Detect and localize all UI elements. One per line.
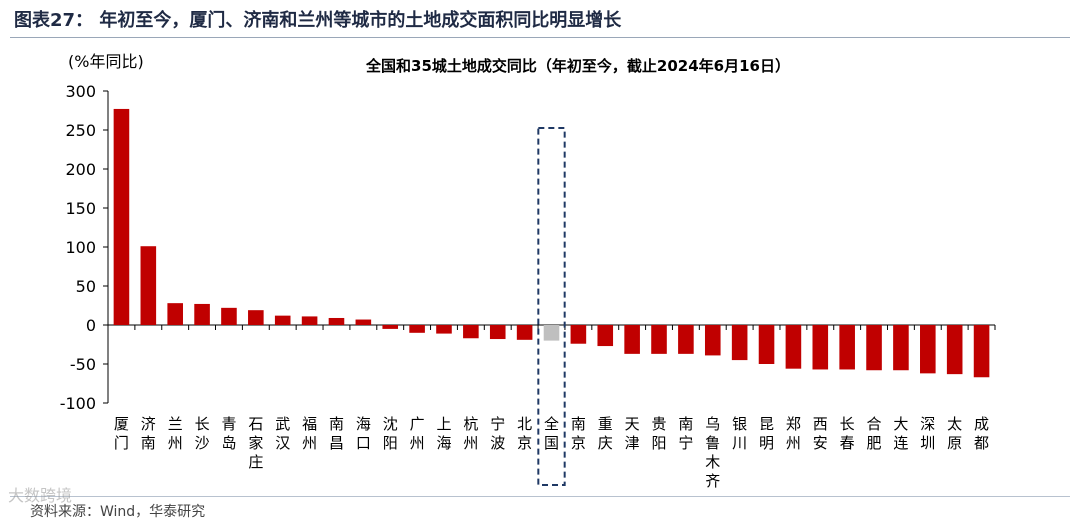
x-tick-label: 西安 xyxy=(813,415,828,452)
bar xyxy=(758,325,775,364)
bar-national xyxy=(543,325,560,341)
x-tick-label: 厦门 xyxy=(114,415,129,452)
x-tick-label: 兰州 xyxy=(168,415,183,452)
bar xyxy=(893,325,909,371)
bar xyxy=(624,325,640,354)
y-tick-label: 300 xyxy=(65,82,96,101)
bar xyxy=(248,310,264,325)
x-tick-label: 长春 xyxy=(840,415,855,452)
y-tick-label: 150 xyxy=(65,199,96,218)
x-tick-label: 上海 xyxy=(436,415,451,452)
bar xyxy=(382,325,399,329)
x-tick-label: 武汉 xyxy=(275,415,290,452)
x-tick-label: 乌鲁木齐 xyxy=(705,415,720,490)
x-tick-label: 贵阳 xyxy=(652,415,667,452)
y-tick-label: -50 xyxy=(70,355,96,374)
y-axis-label: (%年同比) xyxy=(68,52,144,71)
x-tick-label: 大连 xyxy=(893,415,908,452)
x-tick-label: 南昌 xyxy=(329,415,344,452)
x-tick-label: 合肥 xyxy=(867,415,882,452)
figure-title: 图表27： 年初至今，厦门、济南和兰州等城市的土地成交面积同比明显增长 xyxy=(14,10,622,31)
x-tick-label: 福州 xyxy=(302,415,317,452)
bar xyxy=(328,317,345,325)
bar xyxy=(651,325,667,354)
bar xyxy=(436,325,452,334)
x-tick-label: 沈阳 xyxy=(383,415,398,452)
bar xyxy=(409,325,425,333)
x-tick-label: 宁波 xyxy=(490,415,505,452)
x-tick-label: 南宁 xyxy=(678,415,693,452)
bar xyxy=(355,319,372,325)
bar xyxy=(678,325,694,354)
bar xyxy=(812,325,829,370)
x-tick-label: 成都 xyxy=(974,415,989,452)
bar xyxy=(570,325,587,344)
bar xyxy=(731,325,748,361)
chart-title: 全国和35城土地成交同比（年初至今，截止2024年6月16日） xyxy=(365,57,790,75)
x-tick-label: 银川 xyxy=(732,415,747,452)
y-tick-label: -100 xyxy=(60,394,96,413)
footer-divider xyxy=(10,496,1070,497)
header-divider xyxy=(10,37,1070,38)
bar xyxy=(167,303,183,325)
bar xyxy=(516,325,533,340)
x-tick-label: 深圳 xyxy=(920,415,935,452)
x-tick-label: 南京 xyxy=(571,415,586,452)
x-tick-label: 长沙 xyxy=(195,415,210,452)
highlight-box xyxy=(537,127,566,486)
bar xyxy=(704,325,721,356)
x-tick-label: 海口 xyxy=(356,415,371,452)
x-tick-label: 杭州 xyxy=(463,415,478,452)
y-tick-label: 100 xyxy=(65,238,96,257)
bar xyxy=(973,325,990,378)
y-tick-label: 250 xyxy=(65,121,96,140)
bar xyxy=(785,325,802,369)
y-tick-label: 200 xyxy=(65,160,96,179)
x-tick-label: 重庆 xyxy=(598,415,613,452)
x-tick-label: 石家庄 xyxy=(248,415,263,471)
bar xyxy=(274,315,291,325)
y-axis: 300 250 200 150 100 50 0 -50 -100 xyxy=(60,82,109,413)
bar xyxy=(221,307,237,325)
bar xyxy=(597,325,614,347)
bar xyxy=(489,325,506,340)
x-tick-label: 太原 xyxy=(947,415,962,452)
source-note: 资料来源：Wind，华泰研究 xyxy=(30,504,206,520)
y-tick-label: 50 xyxy=(76,277,96,296)
x-tick-label: 济南 xyxy=(141,415,156,452)
bar xyxy=(113,108,130,325)
bar xyxy=(946,325,963,375)
x-tick-label: 广州 xyxy=(410,415,425,452)
x-tick-label: 全国 xyxy=(544,415,559,452)
x-tick-label: 天津 xyxy=(625,415,640,452)
category-labels: 厦门济南兰州长沙青岛石家庄武汉福州南昌海口沈阳广州上海杭州宁波北京全国南京重庆天… xyxy=(114,415,989,490)
bar xyxy=(839,325,855,370)
x-tick-label: 郑州 xyxy=(786,415,801,452)
y-tick-label: 0 xyxy=(86,316,96,335)
watermark: 大数跨境 xyxy=(8,486,73,505)
bar xyxy=(140,246,157,325)
bar-series xyxy=(113,108,990,486)
x-tick-label: 青岛 xyxy=(221,415,236,452)
bar xyxy=(301,316,318,325)
bar xyxy=(866,325,882,371)
bar xyxy=(920,325,936,374)
x-tick-label: 昆明 xyxy=(759,415,774,452)
bar xyxy=(463,325,479,339)
x-tick-label: 北京 xyxy=(517,415,532,452)
bar xyxy=(194,303,210,325)
